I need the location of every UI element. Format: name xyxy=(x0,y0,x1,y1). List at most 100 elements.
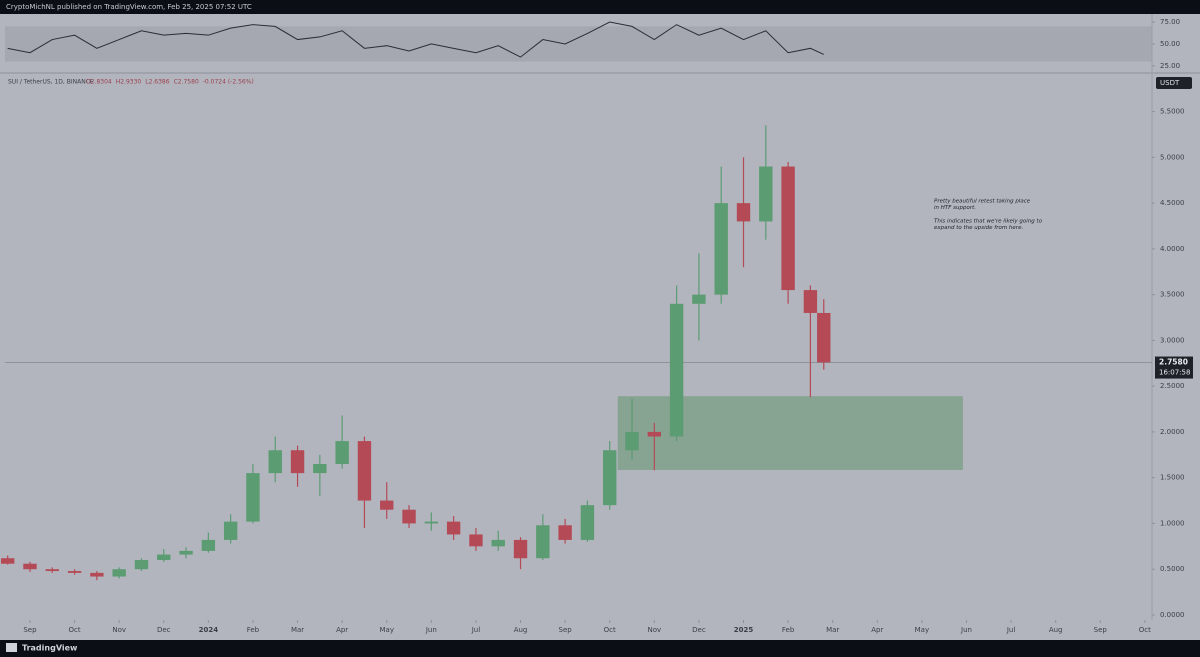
candle-body xyxy=(469,534,483,547)
x-tick-label: 2025 xyxy=(734,626,754,634)
candle-body xyxy=(246,473,260,522)
candle-body xyxy=(45,569,59,572)
y-tick-label: 1.5000 xyxy=(1160,474,1185,482)
x-tick-label: Sep xyxy=(23,626,37,634)
candle-body xyxy=(513,539,528,559)
y-tick-label: 3.5000 xyxy=(1160,291,1185,299)
candle-body xyxy=(446,521,461,535)
y-tick-label: 5.0000 xyxy=(1160,153,1185,161)
y-tick-label: 0.0000 xyxy=(1160,611,1185,619)
x-tick-label: Sep xyxy=(559,626,573,634)
candle-body xyxy=(134,560,149,570)
x-tick-label: Nov xyxy=(647,626,661,634)
candle-body xyxy=(201,539,216,551)
chart-area xyxy=(0,14,1200,640)
candle-body xyxy=(781,166,795,291)
annotation: This indicates that we're likely going t… xyxy=(934,219,1043,225)
candle-body xyxy=(23,563,37,570)
candle-body xyxy=(290,450,305,474)
ohlc-value: L2.6386 xyxy=(145,79,170,86)
candle-body xyxy=(67,571,82,573)
x-tick-label: Apr xyxy=(336,626,348,634)
annotation: Pretty beautiful retest taking place xyxy=(934,199,1031,205)
y-tick-label: 0.5000 xyxy=(1160,565,1185,573)
x-tick-label: Aug xyxy=(1049,626,1063,634)
x-tick-label: May xyxy=(915,626,929,634)
x-tick-label: Jun xyxy=(425,626,437,634)
x-tick-label: Jun xyxy=(960,626,972,634)
brand: TradingView xyxy=(22,644,78,653)
ohlc-value: C2.7580 xyxy=(174,79,199,86)
candle-body xyxy=(313,463,327,474)
annotation: expand to the upside from here. xyxy=(934,225,1023,231)
x-tick-label: Dec xyxy=(692,626,706,634)
candle-body xyxy=(157,554,171,561)
candle-body xyxy=(714,203,728,295)
candle-body xyxy=(112,569,126,577)
x-tick-label: Jul xyxy=(1006,626,1016,634)
y-tick-label: 2.0000 xyxy=(1160,428,1185,436)
rsi-tick-label: 25.00 xyxy=(1160,62,1180,70)
rsi-tick-label: 75.00 xyxy=(1160,18,1180,26)
x-tick-label: Mar xyxy=(291,626,304,634)
brand-logo xyxy=(6,643,17,652)
annotation: in HTF support. xyxy=(934,205,976,211)
candle-body xyxy=(647,431,662,437)
ohlc-value: H2.9330 xyxy=(116,79,142,86)
x-tick-label: Oct xyxy=(604,626,616,634)
candle-body xyxy=(669,303,684,437)
rsi-band xyxy=(5,26,1152,62)
x-tick-label: Jul xyxy=(471,626,481,634)
x-tick-label: Nov xyxy=(112,626,126,634)
support-zone xyxy=(617,396,963,470)
candle-body xyxy=(0,558,15,564)
x-tick-label: Aug xyxy=(514,626,528,634)
ohlc-value: O2.8304 xyxy=(86,79,112,86)
x-tick-label: Sep xyxy=(1094,626,1108,634)
candle-body xyxy=(380,500,394,510)
x-tick-label: Oct xyxy=(69,626,81,634)
x-tick-label: Oct xyxy=(1139,626,1151,634)
last-price-box xyxy=(1155,356,1193,379)
candle-body xyxy=(759,166,773,222)
last-price-label: 2.7580 xyxy=(1159,358,1188,367)
y-tick-label: 5.5000 xyxy=(1160,108,1185,116)
candle-body xyxy=(603,450,617,506)
candle-body xyxy=(803,290,818,313)
x-tick-label: Apr xyxy=(871,626,883,634)
publisher: CryptoMichNL published on TradingView.co… xyxy=(6,3,252,11)
y-tick-label: 4.5000 xyxy=(1160,199,1185,207)
candle-body xyxy=(558,525,572,540)
ohlc-value: -0.0724 (-2.56%) xyxy=(203,79,254,86)
candle-body xyxy=(692,294,706,304)
y-tick-label: 4.0000 xyxy=(1160,245,1185,253)
candle-body xyxy=(491,539,505,547)
x-tick-label: Feb xyxy=(247,626,260,634)
currency-box xyxy=(1156,77,1192,89)
candle-body xyxy=(736,203,751,222)
chart-title: SUI / TetherUS, 1D, BINANCE xyxy=(8,79,94,86)
candle-body xyxy=(424,521,439,524)
y-tick-label: 3.0000 xyxy=(1160,336,1185,344)
candle-body xyxy=(625,431,639,451)
x-tick-label: 2024 xyxy=(199,626,219,634)
candle-body xyxy=(179,550,193,555)
candle-body xyxy=(817,312,831,363)
candle-body xyxy=(402,509,416,524)
rsi-tick-label: 50.00 xyxy=(1160,40,1180,48)
x-tick-label: Feb xyxy=(782,626,795,634)
candle-body xyxy=(357,441,372,501)
x-tick-label: Dec xyxy=(157,626,171,634)
candle-body xyxy=(335,441,349,464)
x-tick-label: May xyxy=(379,626,393,634)
countdown: 16:07:58 xyxy=(1159,369,1190,377)
x-tick-label: Mar xyxy=(826,626,839,634)
candle-body xyxy=(268,450,282,474)
candle-body xyxy=(90,572,104,577)
candle-body xyxy=(223,521,238,540)
y-tick-label: 2.5000 xyxy=(1160,382,1185,390)
candle-body xyxy=(536,525,550,559)
currency: USDT xyxy=(1160,79,1180,87)
rsi-line xyxy=(7,21,824,58)
